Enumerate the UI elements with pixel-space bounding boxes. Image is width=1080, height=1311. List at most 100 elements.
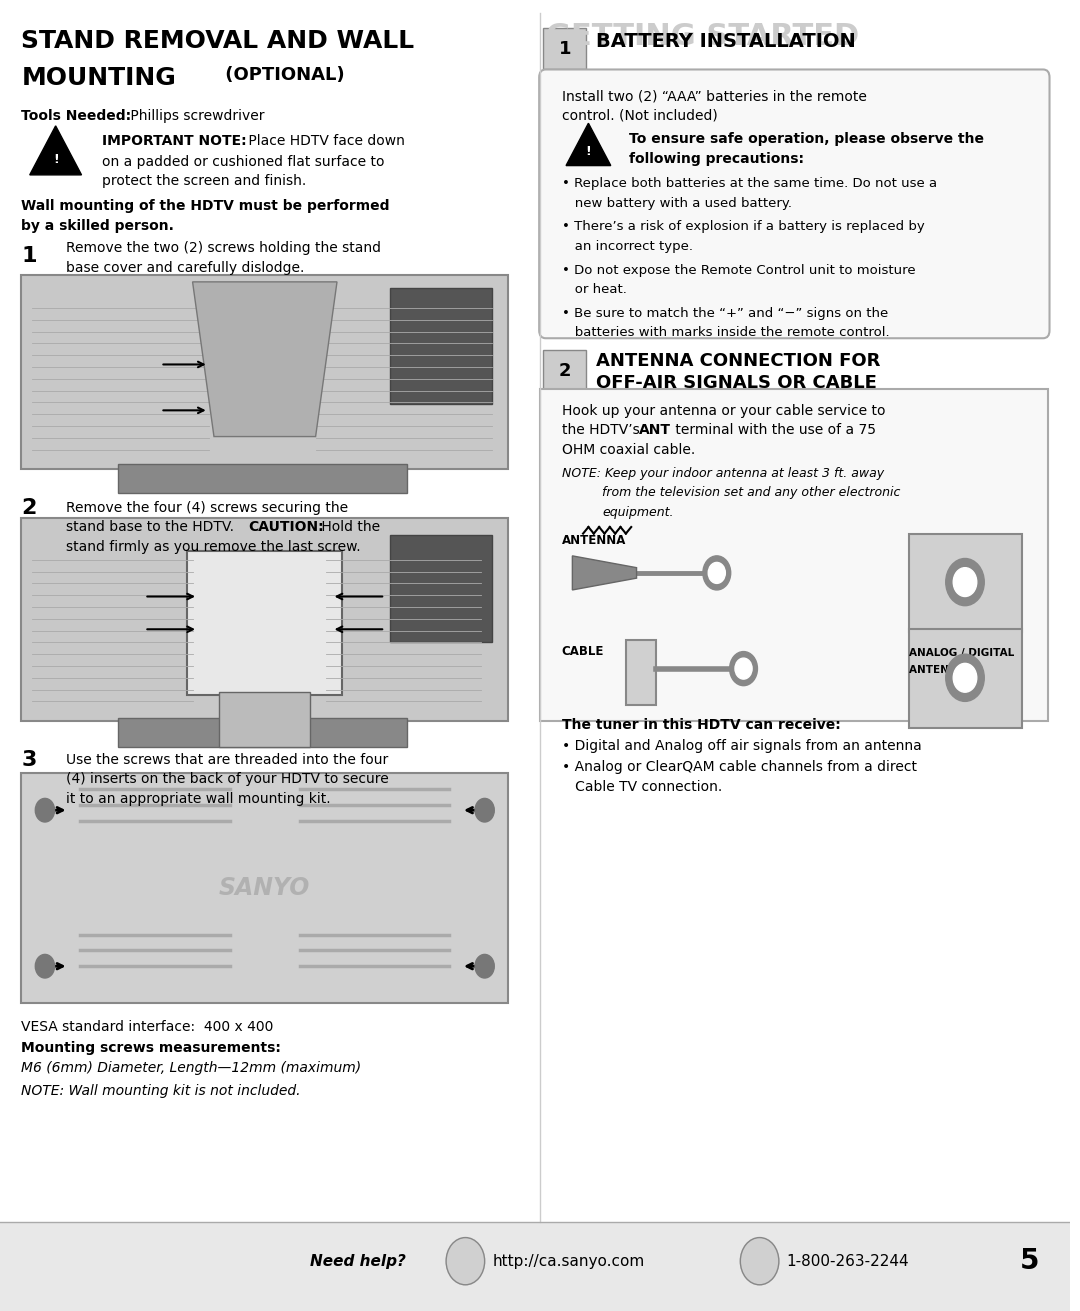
Circle shape: [36, 954, 55, 978]
Text: OFF-AIR SIGNALS OR CABLE: OFF-AIR SIGNALS OR CABLE: [596, 374, 877, 392]
Text: Wall mounting of the HDTV must be performed: Wall mounting of the HDTV must be perfor…: [22, 199, 390, 214]
Text: ANT: ANT: [638, 423, 671, 438]
Text: M6 (6mm) Diameter, Length—12mm (maximum): M6 (6mm) Diameter, Length—12mm (maximum): [22, 1061, 362, 1075]
Text: 1: 1: [22, 246, 37, 266]
Circle shape: [708, 562, 726, 583]
Text: (OPTIONAL): (OPTIONAL): [219, 66, 345, 84]
Circle shape: [446, 1238, 485, 1285]
Circle shape: [475, 798, 495, 822]
Text: STAND REMOVAL AND WALL: STAND REMOVAL AND WALL: [22, 29, 415, 52]
FancyBboxPatch shape: [219, 692, 310, 747]
Text: ANALOG / DIGITAL: ANALOG / DIGITAL: [909, 648, 1014, 658]
Text: Cable TV connection.: Cable TV connection.: [562, 780, 721, 794]
Circle shape: [946, 558, 984, 606]
Circle shape: [36, 798, 55, 822]
FancyBboxPatch shape: [118, 718, 406, 747]
Text: Remove the two (2) screws holding the stand: Remove the two (2) screws holding the st…: [66, 241, 381, 256]
Text: from the television set and any other electronic: from the television set and any other el…: [603, 486, 901, 499]
Text: To ensure safe operation, please observe the: To ensure safe operation, please observe…: [629, 132, 984, 147]
FancyBboxPatch shape: [909, 534, 1022, 632]
Text: on a padded or cushioned flat surface to: on a padded or cushioned flat surface to: [102, 155, 384, 169]
Circle shape: [730, 652, 757, 686]
Text: an incorrect type.: an incorrect type.: [562, 240, 692, 253]
FancyBboxPatch shape: [0, 1222, 1070, 1311]
Text: NOTE: Keep your indoor antenna at least 3 ft. away: NOTE: Keep your indoor antenna at least …: [562, 467, 883, 480]
Text: (4) inserts on the back of your HDTV to secure: (4) inserts on the back of your HDTV to …: [66, 772, 389, 787]
Text: control. (Not included): control. (Not included): [562, 109, 717, 123]
Text: • Do not expose the Remote Control unit to moisture: • Do not expose the Remote Control unit …: [562, 264, 915, 277]
Text: following precautions:: following precautions:: [629, 152, 805, 166]
FancyBboxPatch shape: [22, 275, 509, 469]
Text: stand firmly as you remove the last screw.: stand firmly as you remove the last scre…: [66, 540, 361, 555]
Text: ANTENNA IN: ANTENNA IN: [909, 665, 982, 675]
Text: • Digital and Analog off air signals from an antenna: • Digital and Analog off air signals fro…: [562, 739, 921, 754]
Circle shape: [740, 1238, 779, 1285]
Text: the HDTV’s: the HDTV’s: [562, 423, 644, 438]
Text: 2: 2: [22, 498, 37, 518]
Text: !: !: [53, 152, 58, 165]
Text: Use the screws that are threaded into the four: Use the screws that are threaded into th…: [66, 753, 389, 767]
FancyBboxPatch shape: [118, 464, 406, 493]
FancyBboxPatch shape: [539, 69, 1050, 338]
Text: Tools Needed:: Tools Needed:: [22, 109, 132, 123]
Text: The tuner in this HDTV can receive:: The tuner in this HDTV can receive:: [562, 718, 840, 733]
FancyBboxPatch shape: [909, 629, 1022, 728]
Text: equipment.: equipment.: [603, 506, 674, 519]
Text: • There’s a risk of explosion if a battery is replaced by: • There’s a risk of explosion if a batte…: [562, 220, 924, 233]
Text: terminal with the use of a 75: terminal with the use of a 75: [671, 423, 876, 438]
Text: 1-800-263-2244: 1-800-263-2244: [786, 1253, 909, 1269]
Text: GETTING STARTED: GETTING STARTED: [545, 22, 859, 51]
Text: MOUNTING: MOUNTING: [22, 66, 176, 89]
FancyBboxPatch shape: [543, 350, 586, 392]
Text: Install two (2) “AAA” batteries in the remote: Install two (2) “AAA” batteries in the r…: [562, 89, 866, 104]
Text: Mounting screws measurements:: Mounting screws measurements:: [22, 1041, 281, 1055]
Text: ANTENNA: ANTENNA: [562, 534, 626, 547]
FancyBboxPatch shape: [543, 28, 586, 69]
Text: • Be sure to match the “+” and “−” signs on the: • Be sure to match the “+” and “−” signs…: [562, 307, 888, 320]
Text: OHM coaxial cable.: OHM coaxial cable.: [562, 443, 694, 458]
Text: 3: 3: [22, 750, 37, 770]
Text: ANTENNA CONNECTION FOR: ANTENNA CONNECTION FOR: [596, 351, 880, 370]
Circle shape: [954, 568, 976, 597]
Text: batteries with marks inside the remote control.: batteries with marks inside the remote c…: [562, 326, 889, 340]
Circle shape: [735, 658, 752, 679]
Text: Remove the four (4) screws securing the: Remove the four (4) screws securing the: [66, 501, 349, 515]
Text: Need help?: Need help?: [310, 1253, 406, 1269]
Polygon shape: [566, 123, 611, 165]
Text: it to an appropriate wall mounting kit.: it to an appropriate wall mounting kit.: [66, 792, 330, 806]
Text: IMPORTANT NOTE:: IMPORTANT NOTE:: [102, 134, 246, 148]
FancyBboxPatch shape: [187, 551, 342, 695]
Text: http://ca.sanyo.com: http://ca.sanyo.com: [492, 1253, 645, 1269]
Text: • Replace both batteries at the same time. Do not use a: • Replace both batteries at the same tim…: [562, 177, 936, 190]
Text: 1: 1: [558, 39, 571, 58]
FancyBboxPatch shape: [391, 535, 492, 642]
Text: NOTE: Wall mounting kit is not included.: NOTE: Wall mounting kit is not included.: [22, 1084, 301, 1099]
Text: by a skilled person.: by a skilled person.: [22, 219, 174, 233]
Text: Phillips screwdriver: Phillips screwdriver: [126, 109, 265, 123]
Text: Place HDTV face down: Place HDTV face down: [244, 134, 405, 148]
Text: Hold the: Hold the: [316, 520, 380, 535]
Text: stand base to the HDTV.: stand base to the HDTV.: [66, 520, 234, 535]
Text: SANYO: SANYO: [219, 876, 310, 901]
Polygon shape: [30, 126, 81, 174]
Text: new battery with a used battery.: new battery with a used battery.: [562, 197, 792, 210]
Text: protect the screen and finish.: protect the screen and finish.: [102, 174, 306, 189]
Polygon shape: [192, 282, 337, 437]
FancyBboxPatch shape: [22, 773, 509, 1003]
Text: CABLE: CABLE: [562, 645, 604, 658]
Text: BATTERY INSTALLATION: BATTERY INSTALLATION: [596, 33, 855, 51]
Text: Hook up your antenna or your cable service to: Hook up your antenna or your cable servi…: [562, 404, 886, 418]
Text: base cover and carefully dislodge.: base cover and carefully dislodge.: [66, 261, 305, 275]
FancyBboxPatch shape: [22, 518, 509, 721]
Circle shape: [703, 556, 731, 590]
Text: 5: 5: [1020, 1247, 1039, 1276]
Text: or heat.: or heat.: [562, 283, 626, 296]
Text: 2: 2: [558, 362, 571, 380]
FancyBboxPatch shape: [391, 288, 492, 404]
FancyBboxPatch shape: [540, 389, 1049, 721]
Circle shape: [946, 654, 984, 701]
Text: VESA standard interface:  400 x 400: VESA standard interface: 400 x 400: [22, 1020, 273, 1034]
Circle shape: [954, 663, 976, 692]
Polygon shape: [572, 556, 636, 590]
Text: • Analog or ClearQAM cable channels from a direct: • Analog or ClearQAM cable channels from…: [562, 760, 917, 775]
